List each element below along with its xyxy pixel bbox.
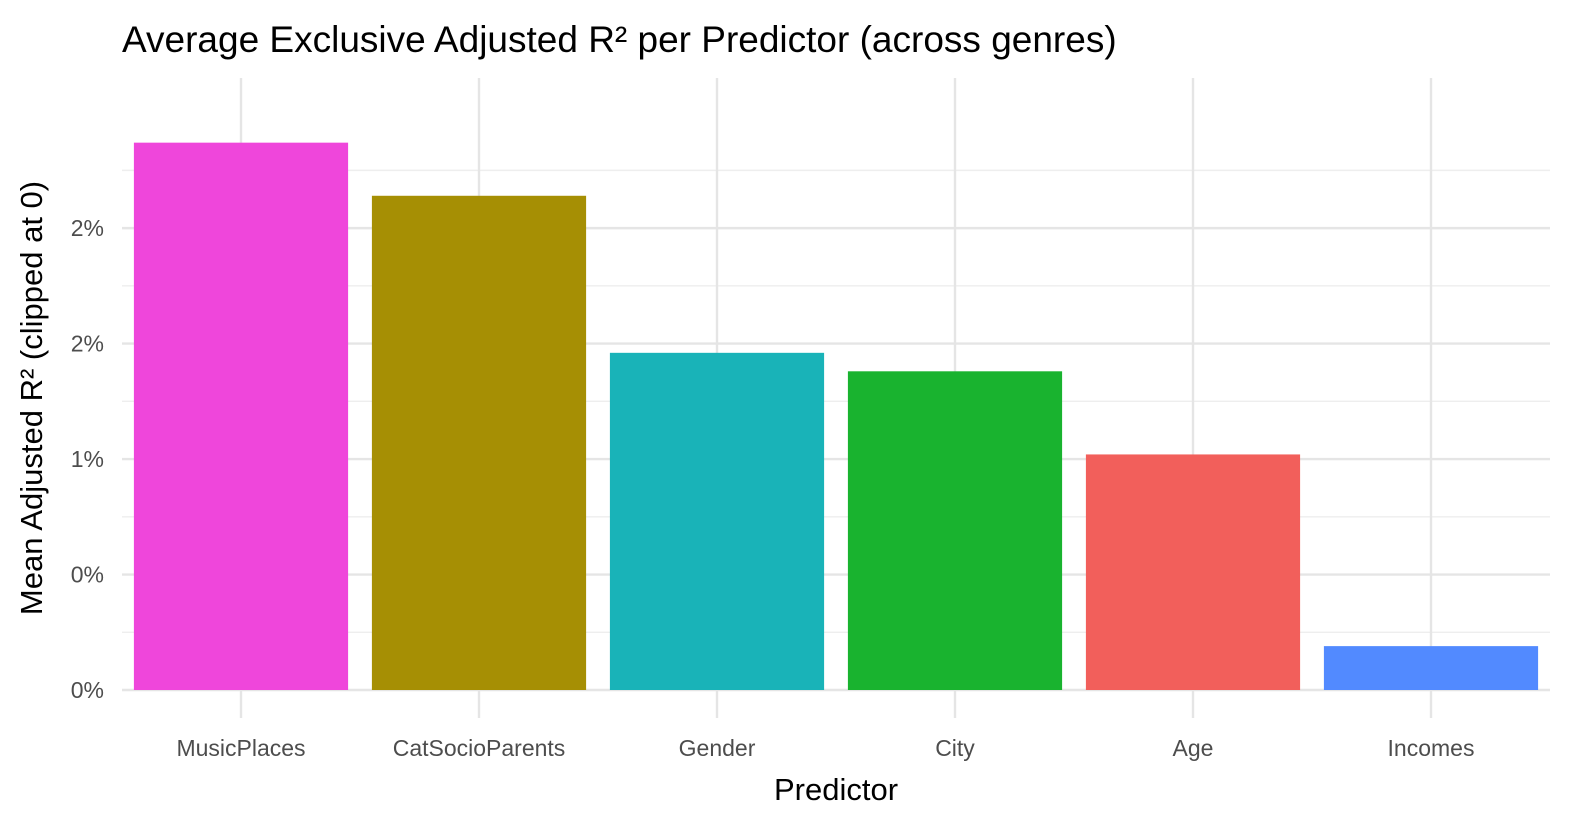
x-tick-label: City: [935, 735, 975, 761]
x-tick-label: CatSocioParents: [393, 735, 566, 761]
x-axis-title: Predictor: [774, 772, 898, 807]
bar-city: [847, 371, 1063, 690]
bar-catsocioparents: [371, 195, 587, 690]
bars: [133, 142, 1539, 690]
x-tick-label: Gender: [679, 735, 756, 761]
bar-incomes: [1323, 646, 1539, 690]
bar-gender: [609, 352, 825, 690]
y-tick-label: 2%: [71, 331, 104, 357]
y-tick-label: 1%: [71, 446, 104, 472]
y-tick-label: 0%: [71, 562, 104, 588]
y-tick-label: 0%: [71, 677, 104, 703]
y-tick-label: 2%: [71, 215, 104, 241]
bar-age: [1085, 454, 1301, 690]
x-tick-label: Incomes: [1388, 735, 1475, 761]
bar-musicplaces: [133, 142, 349, 690]
x-tick-label: Age: [1173, 735, 1214, 761]
x-tick-label: MusicPlaces: [176, 735, 305, 761]
x-tick-labels: MusicPlaces CatSocioParents Gender City Age I…: [176, 735, 1474, 761]
chart-title: Average Exclusive Adjusted R² per Predic…: [122, 19, 1117, 60]
y-tick-labels: 0% 0% 1% 2% 2%: [71, 215, 104, 703]
y-axis-title: Mean Adjusted R² (clipped at 0): [14, 181, 49, 615]
